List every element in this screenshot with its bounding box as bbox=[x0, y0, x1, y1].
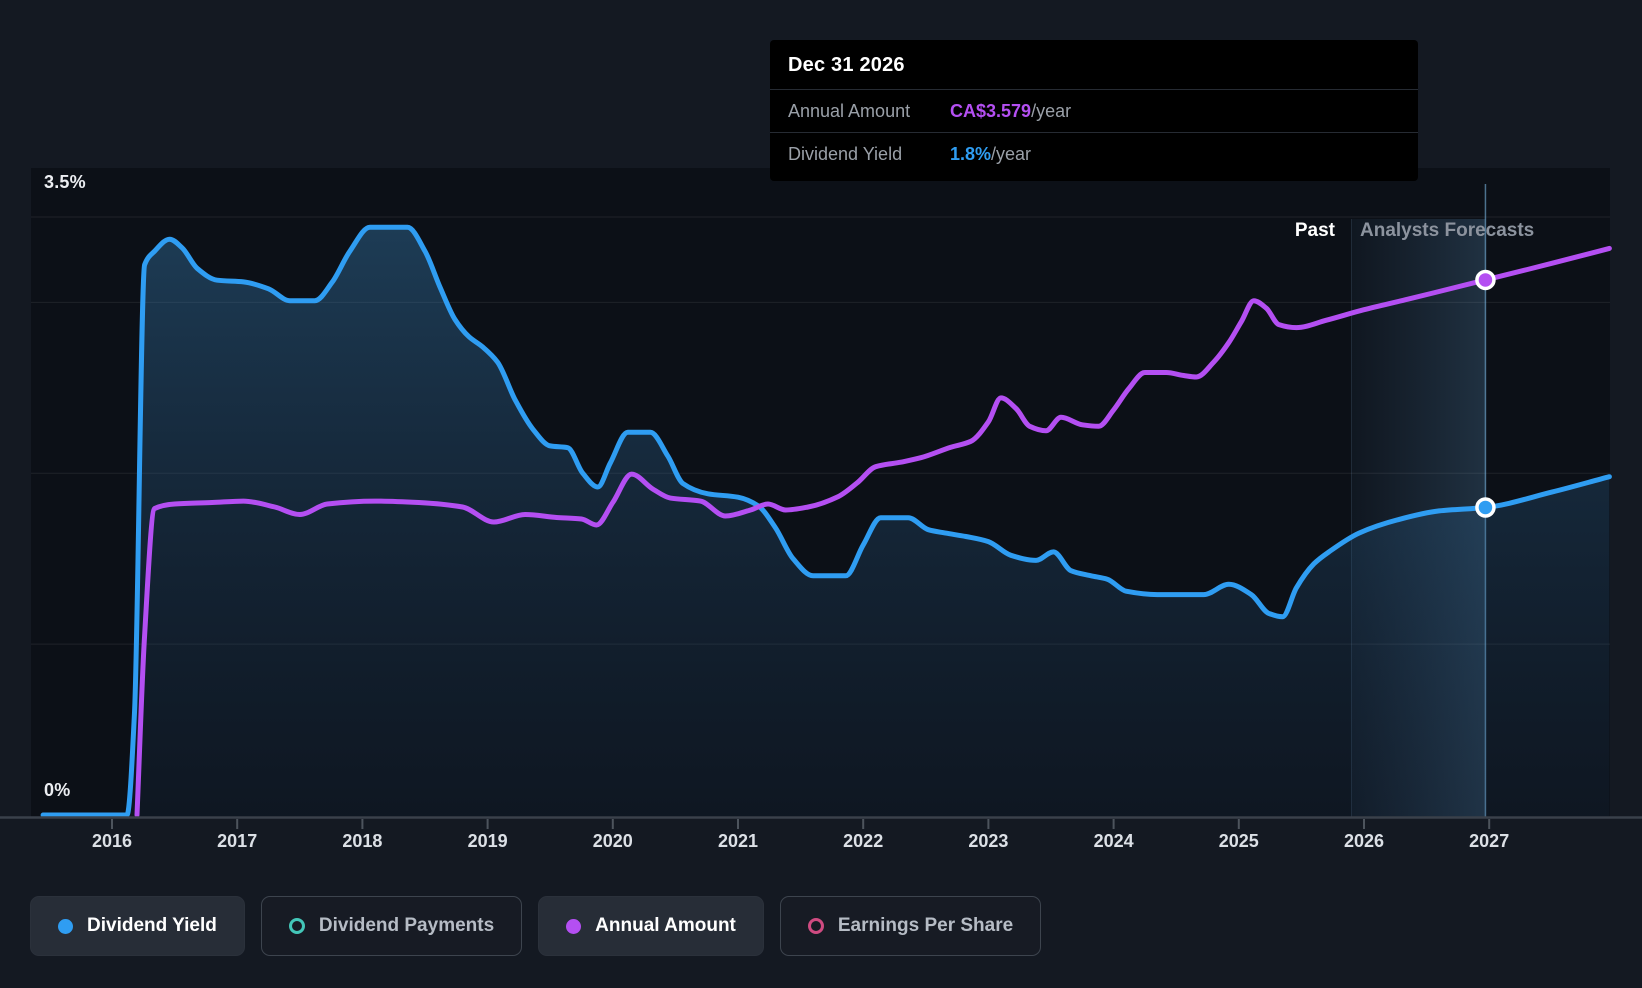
dividend-yield-line bbox=[40, 224, 1612, 818]
legend-item-label: Dividend Payments bbox=[318, 915, 495, 936]
tooltip-row-dividend-yield: Dividend Yield 1.8%/year bbox=[770, 132, 1418, 175]
x-axis-label: 2020 bbox=[592, 831, 633, 851]
forecast-label: Analysts Forecasts bbox=[1360, 220, 1535, 241]
dividend-payments-swatch-icon bbox=[288, 918, 305, 934]
legend-item-dividend-yield[interactable]: Dividend Yield bbox=[30, 896, 245, 956]
annual-amount-swatch-icon bbox=[566, 918, 582, 934]
x-axis-label: 2027 bbox=[1469, 831, 1510, 851]
x-axis-label: 2019 bbox=[467, 831, 508, 851]
earnings-per-share-swatch-icon bbox=[807, 918, 824, 934]
legend-item-annual-amount[interactable]: Annual Amount bbox=[538, 896, 764, 956]
x-axis-label: 2018 bbox=[342, 831, 383, 851]
tooltip-date: Dec 31 2026 bbox=[788, 54, 905, 76]
tooltip-row-label: Annual Amount bbox=[788, 101, 911, 121]
tooltip-row-value: 1.8% bbox=[950, 144, 992, 164]
tooltip-row-label: Dividend Yield bbox=[788, 144, 903, 164]
x-axis-label: 2023 bbox=[968, 831, 1009, 851]
legend-item-dividend-payments[interactable]: Dividend Payments bbox=[260, 896, 523, 956]
tooltip-row-annual-amount: Annual Amount CA$3.579/year bbox=[770, 89, 1418, 132]
chart-legend: Dividend Yield Dividend Payments Annual … bbox=[30, 896, 1042, 956]
x-axis-label: 2016 bbox=[91, 831, 133, 851]
dividend-yield-swatch-icon bbox=[58, 918, 73, 934]
chart-tooltip: Dec 31 2026 Annual Amount CA$3.579/year … bbox=[770, 40, 1418, 181]
x-axis-label: 2024 bbox=[1093, 831, 1134, 851]
annual-amount-marker bbox=[1475, 269, 1496, 291]
y-axis-max-label: 3.5% bbox=[44, 172, 86, 192]
legend-item-label: Dividend Yield bbox=[87, 915, 217, 936]
dividend-yield-marker bbox=[1475, 497, 1496, 518]
x-axis-label: 2026 bbox=[1343, 831, 1385, 851]
annual-amount-line bbox=[134, 245, 1612, 818]
tooltip-row-value: CA$3.579 bbox=[950, 101, 1032, 121]
x-axis-label: 2017 bbox=[217, 831, 258, 851]
x-axis-label: 2025 bbox=[1218, 831, 1259, 851]
legend-item-earnings-per-share[interactable]: Earnings Per Share bbox=[779, 896, 1042, 956]
tooltip-row-suffix: /year bbox=[1031, 101, 1072, 121]
dividend-yield-area-fill bbox=[43, 227, 1610, 817]
legend-item-label: Annual Amount bbox=[595, 915, 736, 936]
legend-item-label: Earnings Per Share bbox=[837, 915, 1014, 936]
x-axis-label: 2022 bbox=[843, 831, 884, 851]
tooltip-row-suffix: /year bbox=[991, 144, 1032, 164]
y-axis-min-label: 0% bbox=[44, 780, 71, 800]
past-label: Past bbox=[1294, 220, 1335, 241]
x-axis-label: 2021 bbox=[717, 831, 759, 851]
